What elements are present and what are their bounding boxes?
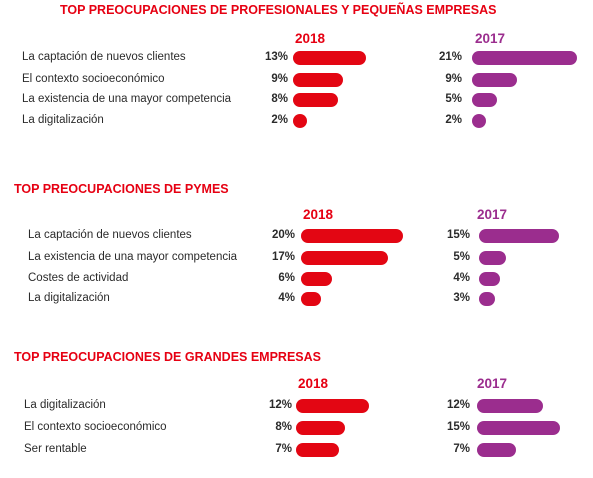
year-header-2018: 2018 — [294, 31, 326, 46]
bar-2018 — [293, 73, 344, 87]
category-label: Ser rentable — [24, 443, 87, 455]
bar-2018 — [293, 114, 307, 128]
bar-2018 — [301, 292, 322, 306]
category-label: La digitalización — [24, 399, 106, 411]
bar-2018 — [301, 251, 388, 265]
bar-2018 — [293, 93, 338, 107]
value-label-2018: 12% — [268, 399, 292, 411]
bar-2018 — [301, 272, 332, 286]
value-label-2017: 15% — [446, 421, 470, 433]
value-label-2017: 21% — [438, 51, 462, 63]
value-label-2018: 9% — [271, 73, 288, 85]
category-label: Costes de actividad — [28, 272, 129, 284]
bar-2018 — [293, 51, 366, 65]
chart-title: TOP PREOCUPACIONES DE PROFESIONALES Y PE… — [60, 3, 497, 17]
value-label-2017: 3% — [453, 292, 470, 304]
bar-2017 — [472, 114, 486, 128]
value-label-2018: 6% — [278, 272, 295, 284]
year-header-2017: 2017 — [476, 207, 508, 222]
value-label-2017: 7% — [453, 443, 470, 455]
year-header-2018: 2018 — [297, 376, 329, 391]
value-label-2018: 17% — [271, 251, 295, 263]
value-label-2017: 5% — [445, 93, 462, 105]
year-header-2018: 2018 — [302, 207, 334, 222]
category-label: La captación de nuevos clientes — [28, 229, 192, 241]
bar-2017 — [472, 73, 517, 87]
bar-2017 — [477, 399, 543, 413]
value-label-2017: 4% — [453, 272, 470, 284]
category-label: La captación de nuevos clientes — [22, 51, 186, 63]
value-label-2017: 15% — [446, 229, 470, 241]
bar-2017 — [479, 272, 501, 286]
value-label-2018: 4% — [278, 292, 295, 304]
category-label: El contexto socioeconómico — [24, 421, 167, 433]
category-label: La existencia de una mayor competencia — [28, 251, 238, 263]
value-label-2018: 2% — [271, 114, 288, 126]
value-label-2018: 20% — [271, 229, 295, 241]
value-label-2018: 13% — [264, 51, 288, 63]
bar-2017 — [477, 421, 560, 435]
bar-2017 — [477, 443, 516, 457]
chart-title: TOP PREOCUPACIONES DE PYMES — [14, 182, 229, 196]
value-label-2017: 2% — [445, 114, 462, 126]
year-header-2017: 2017 — [476, 376, 508, 391]
bar-2018 — [296, 421, 345, 435]
value-label-2018: 7% — [275, 443, 292, 455]
category-label: La existencia de una mayor competencia — [22, 93, 232, 105]
value-label-2018: 8% — [271, 93, 288, 105]
bar-2018 — [296, 443, 339, 457]
value-label-2017: 5% — [453, 251, 470, 263]
bar-2018 — [301, 229, 403, 243]
value-label-2017: 9% — [445, 73, 462, 85]
value-label-2017: 12% — [446, 399, 470, 411]
category-label: La digitalización — [28, 292, 110, 304]
category-label: La digitalización — [22, 114, 104, 126]
bar-2017 — [479, 292, 495, 306]
bar-2017 — [472, 51, 577, 65]
bar-2017 — [479, 229, 559, 243]
bar-2017 — [472, 93, 497, 107]
bar-2017 — [479, 251, 506, 265]
bar-2018 — [296, 399, 370, 413]
category-label: El contexto socioeconómico — [22, 73, 165, 85]
chart-title: TOP PREOCUPACIONES DE GRANDES EMPRESAS — [14, 350, 322, 364]
value-label-2018: 8% — [275, 421, 292, 433]
year-header-2017: 2017 — [474, 31, 506, 46]
